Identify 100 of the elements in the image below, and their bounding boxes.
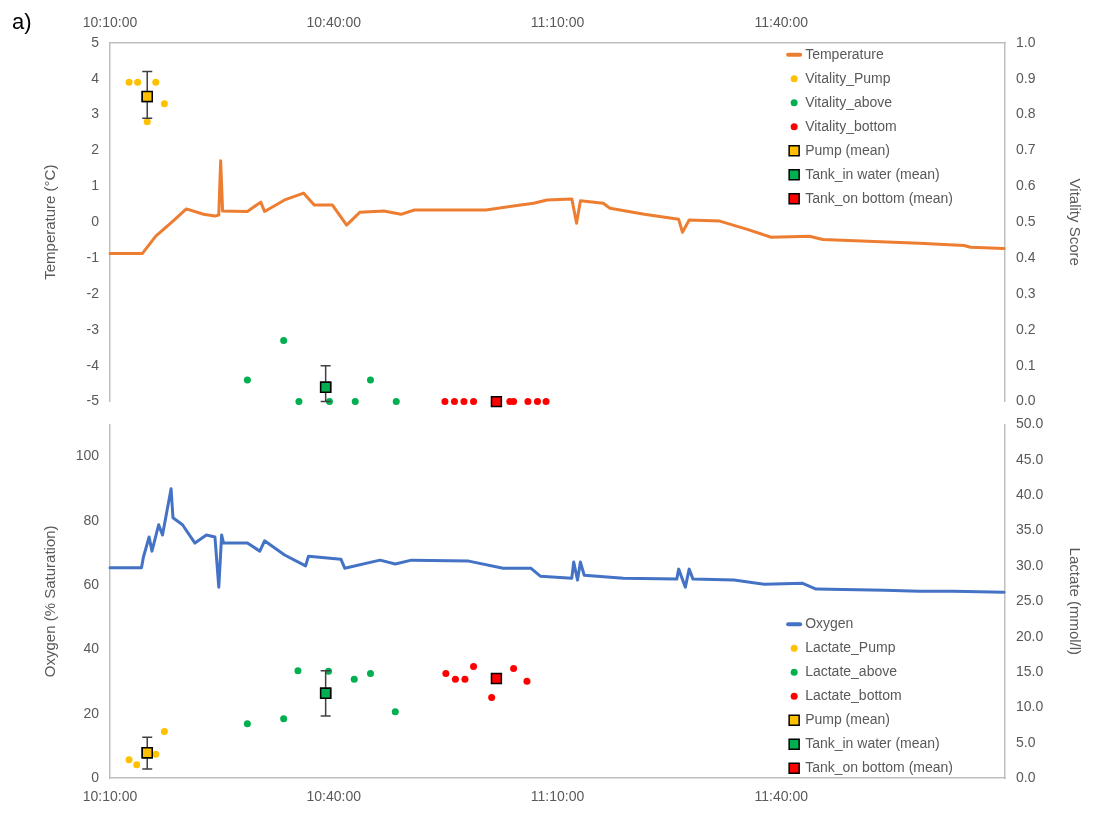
y-tick-label: -1 <box>86 248 100 265</box>
y2-tick-label: 10.0 <box>1016 698 1044 715</box>
legend-label: Lactate_Pump <box>805 639 896 656</box>
legend-label: Temperature <box>805 45 884 62</box>
point <box>533 398 541 406</box>
point <box>451 675 459 683</box>
text: a) <box>12 9 32 35</box>
y2-tick-label: 15.0 <box>1016 662 1044 679</box>
point <box>488 694 496 702</box>
x-tick-label: 11:10:00 <box>530 14 585 31</box>
y2-axis-title: Vitality Score <box>1066 178 1084 266</box>
point <box>366 376 374 384</box>
point <box>391 708 399 716</box>
legend-label: Pump (mean) <box>805 141 890 158</box>
y2-tick-label: 0.4 <box>1016 248 1036 265</box>
x-tick-label: 11:40:00 <box>754 788 809 805</box>
x-tick-label: 11:10:00 <box>530 788 585 805</box>
y-tick-label: 5 <box>91 33 100 50</box>
legend-label: Vitality_bottom <box>805 117 897 134</box>
x-tick-label: 10:10:00 <box>82 788 138 805</box>
y-tick-label: 60 <box>83 576 100 593</box>
point <box>366 669 374 677</box>
point <box>152 78 160 86</box>
point <box>243 720 251 728</box>
y2-tick-label: 0.5 <box>1016 213 1036 230</box>
point <box>143 118 151 126</box>
y2-tick-label: 30.0 <box>1016 556 1044 573</box>
point <box>490 395 503 408</box>
point <box>392 398 400 406</box>
point <box>470 662 478 670</box>
y2-tick-label: 20.0 <box>1016 627 1044 644</box>
point <box>450 398 458 406</box>
y2-tick-label: 5.0 <box>1016 733 1036 750</box>
y2-tick-label: 0.3 <box>1016 284 1036 301</box>
legend-label: Vitality_above <box>805 93 893 110</box>
point <box>350 675 358 683</box>
legend-label: Lactate_above <box>805 663 898 680</box>
y-tick-label: -2 <box>86 284 100 301</box>
point <box>351 398 359 406</box>
y2-tick-label: 0.9 <box>1016 69 1036 86</box>
y-tick-label: 1 <box>91 177 100 194</box>
legend-label: Tank_in water (mean) <box>805 165 940 182</box>
point <box>441 398 449 406</box>
point <box>490 672 503 685</box>
legend-label: Oxygen <box>805 615 854 632</box>
y-tick-label: -5 <box>86 392 100 409</box>
x-tick-label: 11:40:00 <box>754 14 809 31</box>
point <box>295 398 303 406</box>
point <box>442 669 450 677</box>
y2-tick-label: 25.0 <box>1016 592 1044 609</box>
y2-tick-label: 0.8 <box>1016 105 1036 122</box>
y-tick-label: 100 <box>75 447 100 464</box>
point <box>152 750 160 758</box>
y-tick-label: -3 <box>86 320 100 337</box>
point <box>280 337 288 345</box>
point <box>133 761 141 769</box>
point <box>134 78 142 86</box>
legend-label: Tank_on bottom (mean) <box>805 189 953 206</box>
point <box>470 398 478 406</box>
y2-tick-label: 40.0 <box>1016 486 1044 503</box>
point <box>524 398 532 406</box>
point <box>125 78 133 86</box>
point <box>125 756 133 764</box>
point <box>243 376 251 384</box>
y2-tick-label: 45.0 <box>1016 450 1044 467</box>
y-tick-label: 40 <box>83 640 100 657</box>
x-tick-label: 10:40:00 <box>306 788 362 805</box>
x-tick-label: 10:40:00 <box>306 14 362 31</box>
x-tick-label: 10:10:00 <box>82 14 138 31</box>
y-tick-label: 3 <box>91 105 100 122</box>
point <box>510 398 518 406</box>
y-tick-label: 0 <box>91 769 100 786</box>
y2-tick-label: 0.6 <box>1016 177 1036 194</box>
y2-tick-label: 0.1 <box>1016 356 1036 373</box>
y2-axis-title: Lactate (mmol/l) <box>1066 547 1084 656</box>
y-tick-label: 0 <box>91 213 100 230</box>
legend-label: Pump (mean) <box>805 711 890 728</box>
y2-tick-label: 0.7 <box>1016 141 1036 158</box>
y2-tick-label: 0.0 <box>1016 769 1036 786</box>
point <box>510 665 518 673</box>
y2-tick-label: 35.0 <box>1016 521 1044 538</box>
y2-tick-label: 1.0 <box>1016 33 1036 50</box>
y-tick-label: 20 <box>83 704 100 721</box>
point <box>160 100 168 108</box>
y-tick-label: 2 <box>91 141 100 158</box>
legend-label: Tank_on bottom (mean) <box>805 759 953 776</box>
y2-tick-label: 50.0 <box>1016 415 1044 432</box>
point <box>460 398 468 406</box>
y-tick-label: -4 <box>86 356 100 373</box>
y-axis-title: Temperature (°C) <box>41 164 59 280</box>
point <box>542 398 550 406</box>
legend-label: Vitality_Pump <box>805 69 891 86</box>
point <box>280 715 288 723</box>
y2-tick-label: 0.2 <box>1016 320 1036 337</box>
point <box>294 667 302 675</box>
y-tick-label: 80 <box>83 511 100 528</box>
y-axis-title: Oxygen (% Saturation) <box>41 525 59 678</box>
point <box>160 728 168 735</box>
point <box>461 675 469 683</box>
y2-tick-label: 0.0 <box>1016 392 1036 409</box>
